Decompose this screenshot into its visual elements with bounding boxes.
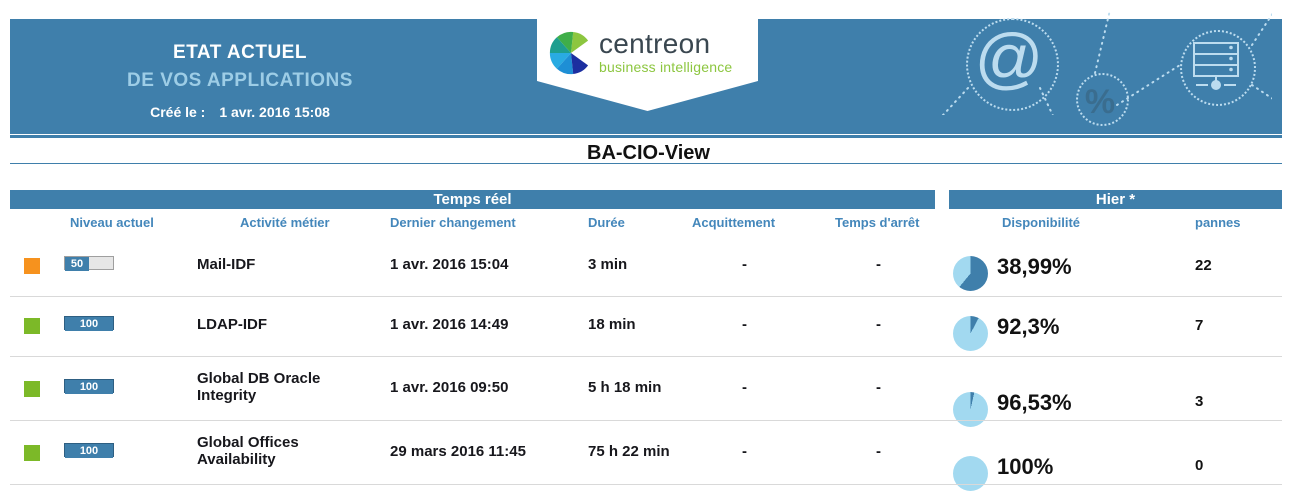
svg-text:%: % [1085, 83, 1115, 115]
svg-text:@: @ [974, 20, 1043, 96]
